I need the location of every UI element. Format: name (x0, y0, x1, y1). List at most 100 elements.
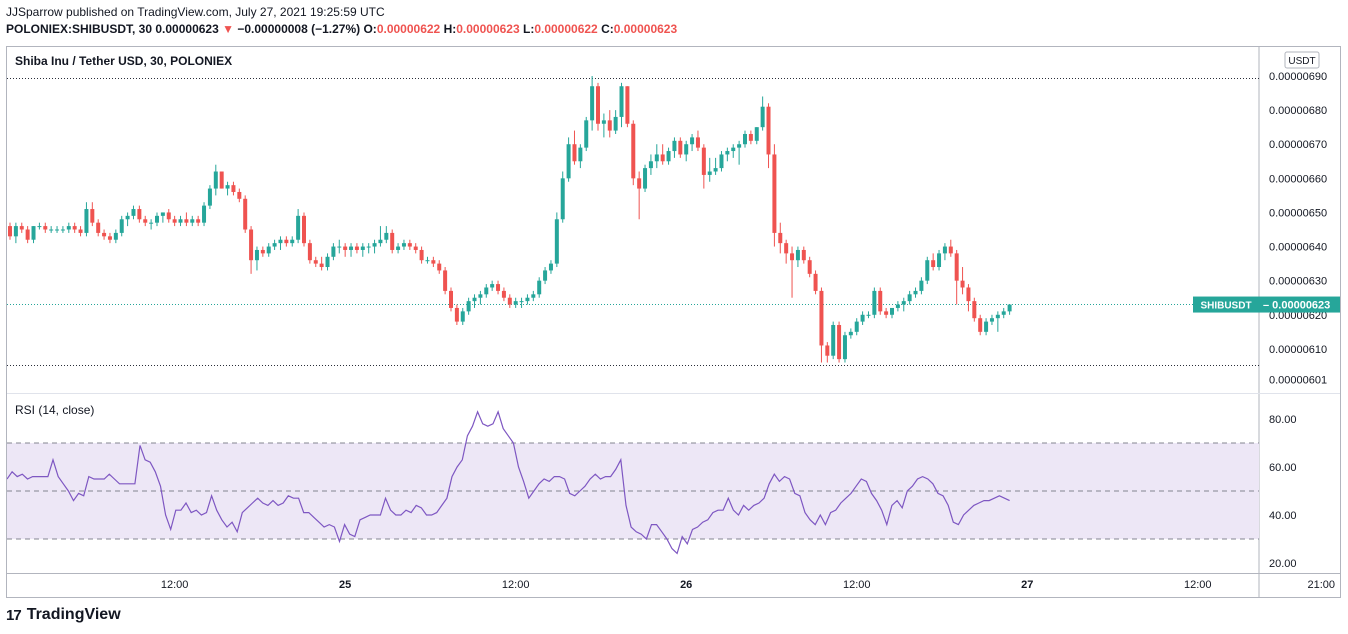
candle-up (131, 209, 136, 216)
candle-up (831, 325, 836, 356)
candle-down (143, 219, 148, 223)
candle-down (354, 246, 359, 250)
candle-down (637, 178, 642, 189)
candle-up (513, 301, 518, 305)
candle-down (96, 222, 101, 233)
candle-up (554, 219, 559, 264)
candle-up (272, 243, 277, 247)
candle-up (760, 106, 765, 128)
candle-down (137, 209, 142, 220)
rsi-line (7, 410, 1010, 555)
time-tick-label: 12:00 (843, 579, 871, 591)
candle-down (307, 243, 312, 261)
candle-up (325, 256, 330, 268)
price-tick-label: 0.00000640 (1269, 242, 1327, 254)
candle-up (13, 226, 18, 237)
candle-up (743, 133, 747, 145)
chart-title: Shiba Inu / Tether USD, 30, POLONIEX (15, 54, 232, 68)
candle-down (413, 246, 418, 250)
candle-up (213, 171, 218, 189)
candle-up (995, 314, 1000, 319)
candle-down (443, 270, 448, 291)
chart-frame[interactable]: Shiba Inu / Tether USD, 30, POLONIEX USDT… (6, 46, 1341, 598)
candle-up (178, 219, 183, 223)
candle-down (695, 137, 700, 148)
candle-down (960, 280, 965, 288)
currency-badge-label: USDT (1288, 56, 1315, 67)
candle-up (202, 205, 207, 223)
candle-down (819, 290, 824, 346)
price-tick-label: 0.00000660 (1269, 173, 1327, 185)
candle-down (772, 154, 777, 233)
price-tick-label: 0.00000601 (1269, 375, 1327, 387)
price-tick-label: 0.00000690 (1269, 71, 1327, 83)
candle-down (90, 209, 95, 223)
symbol-tag: SHIBUSDT (1200, 301, 1251, 312)
candle-down (8, 226, 12, 237)
candle-down (196, 219, 201, 223)
candle-up (754, 127, 759, 141)
candle-down (878, 290, 883, 312)
price-and-rsi-chart[interactable]: Shiba Inu / Tether USD, 30, POLONIEX USDT… (7, 47, 1340, 597)
rsi-tick-label: 80.00 (1269, 414, 1297, 426)
candle-down (966, 287, 971, 302)
candle-down (825, 345, 830, 356)
candle-down (625, 86, 630, 124)
candle-down (25, 229, 30, 240)
candle-up (478, 294, 483, 298)
candle-up (1001, 311, 1006, 315)
time-tick-label: 27 (1021, 579, 1033, 591)
symbol-ohlc-line: POLONIEX:SHIBUSDT, 30 0.00000623 ▼ −0.00… (6, 22, 677, 36)
candle-up (472, 297, 477, 302)
tradingview-logo-icon: 17 (6, 606, 22, 624)
candle-up (795, 249, 800, 261)
price-tick-label: 0.00000620 (1269, 310, 1327, 322)
candle-up (548, 263, 553, 271)
candle-up (895, 304, 900, 308)
candle-up (613, 116, 618, 131)
candle-down (302, 215, 306, 244)
candle-up (225, 185, 230, 189)
candle-up (537, 280, 542, 295)
candle-down (72, 226, 77, 230)
symbol-name[interactable]: POLONIEX:SHIBUSDT, 30 (6, 22, 153, 36)
close-value: 0.00000623 (613, 22, 678, 36)
rsi-label: RSI (14, close) (15, 403, 94, 417)
candle-up (531, 294, 536, 298)
candle-down (43, 226, 48, 230)
candle-up (866, 314, 871, 316)
candle-up (349, 246, 354, 250)
candle-up (619, 86, 624, 117)
candle-up (690, 137, 695, 145)
candle-up (155, 215, 159, 223)
candle-up (278, 239, 283, 244)
candle-up (55, 229, 60, 231)
candle-down (972, 301, 977, 319)
candle-up (566, 144, 571, 179)
candle-down (766, 106, 771, 155)
candle-up (49, 229, 54, 231)
candle-down (496, 284, 501, 291)
price-tick-label: 0.00000630 (1269, 276, 1327, 288)
candle-up (66, 226, 71, 230)
candle-up (913, 290, 918, 295)
price-change: −0.00000008 (−1.27%) (237, 22, 361, 36)
change-arrow-icon: ▼ (222, 22, 235, 36)
candle-up (337, 246, 342, 248)
candle-down (431, 260, 436, 264)
candle-down (390, 232, 395, 250)
candle-up (190, 219, 195, 223)
candle-up (919, 280, 924, 291)
candle-down (313, 260, 318, 264)
candle-down (807, 260, 812, 274)
candle-down (507, 297, 512, 305)
candle-down (978, 318, 983, 332)
time-tick-label: 12:00 (161, 579, 189, 591)
candle-up (672, 140, 677, 152)
candle-down (884, 311, 889, 315)
candle-down (78, 229, 83, 233)
candle-up (60, 229, 65, 231)
time-tick-label: 12:00 (1184, 579, 1212, 591)
candle-down (219, 171, 224, 189)
candle-down (660, 154, 665, 162)
